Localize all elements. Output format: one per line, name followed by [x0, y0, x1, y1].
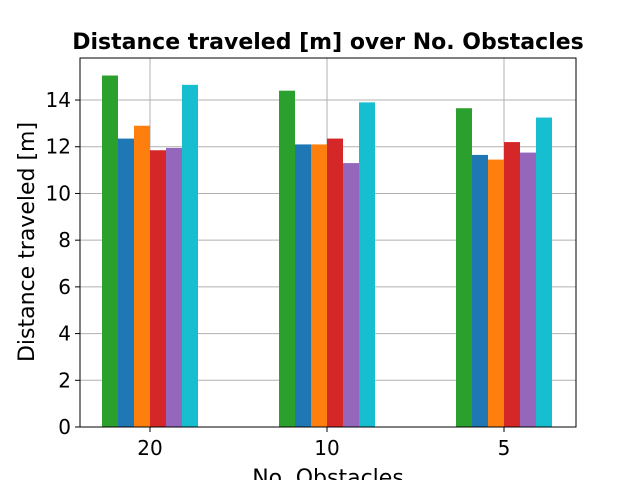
bar-series-5-cat-20 — [166, 147, 182, 427]
bar-series-4-cat-10 — [327, 138, 343, 427]
bars — [102, 75, 552, 428]
x-tick-label: 20 — [137, 436, 162, 460]
bar-series-1-cat-20 — [102, 75, 118, 428]
bar-series-5-cat-10 — [343, 163, 359, 427]
bar-series-1-cat-10 — [279, 90, 295, 428]
bar-series-2-cat-5 — [472, 154, 488, 427]
bar-series-6-cat-10 — [359, 102, 375, 428]
y-tick-label: 14 — [46, 88, 71, 112]
bar-series-5-cat-5 — [520, 152, 536, 427]
y-tick-label: 8 — [58, 228, 71, 252]
x-tick-label: 10 — [314, 436, 339, 460]
bar-series-2-cat-10 — [295, 144, 311, 428]
bar-series-4-cat-20 — [150, 150, 166, 427]
y-tick-label: 4 — [58, 322, 71, 346]
bar-series-3-cat-5 — [488, 159, 504, 427]
bar-series-3-cat-20 — [134, 125, 150, 428]
y-tick-label: 2 — [58, 368, 71, 392]
bar-series-6-cat-20 — [182, 84, 198, 427]
bar-series-2-cat-20 — [118, 138, 134, 427]
y-tick-label: 10 — [46, 181, 71, 205]
x-axis-label: No. Obstacles — [252, 466, 404, 480]
y-axis-label: Distance traveled [m] — [15, 122, 40, 362]
plot-frame — [79, 57, 577, 428]
bar-series-3-cat-10 — [311, 144, 327, 428]
bar-series-4-cat-5 — [504, 142, 520, 428]
bar-series-1-cat-5 — [456, 108, 472, 427]
chart-title: Distance traveled [m] over No. Obstacles — [72, 30, 584, 55]
bar-series-6-cat-5 — [536, 117, 552, 427]
axis-ticks: 0 2 4 6 8 10 12 14 20 10 5 — [46, 88, 511, 460]
x-tick-label: 5 — [498, 436, 511, 460]
y-tick-label: 6 — [58, 275, 71, 299]
y-tick-label: 12 — [46, 135, 71, 159]
y-tick-label: 0 — [58, 415, 71, 439]
